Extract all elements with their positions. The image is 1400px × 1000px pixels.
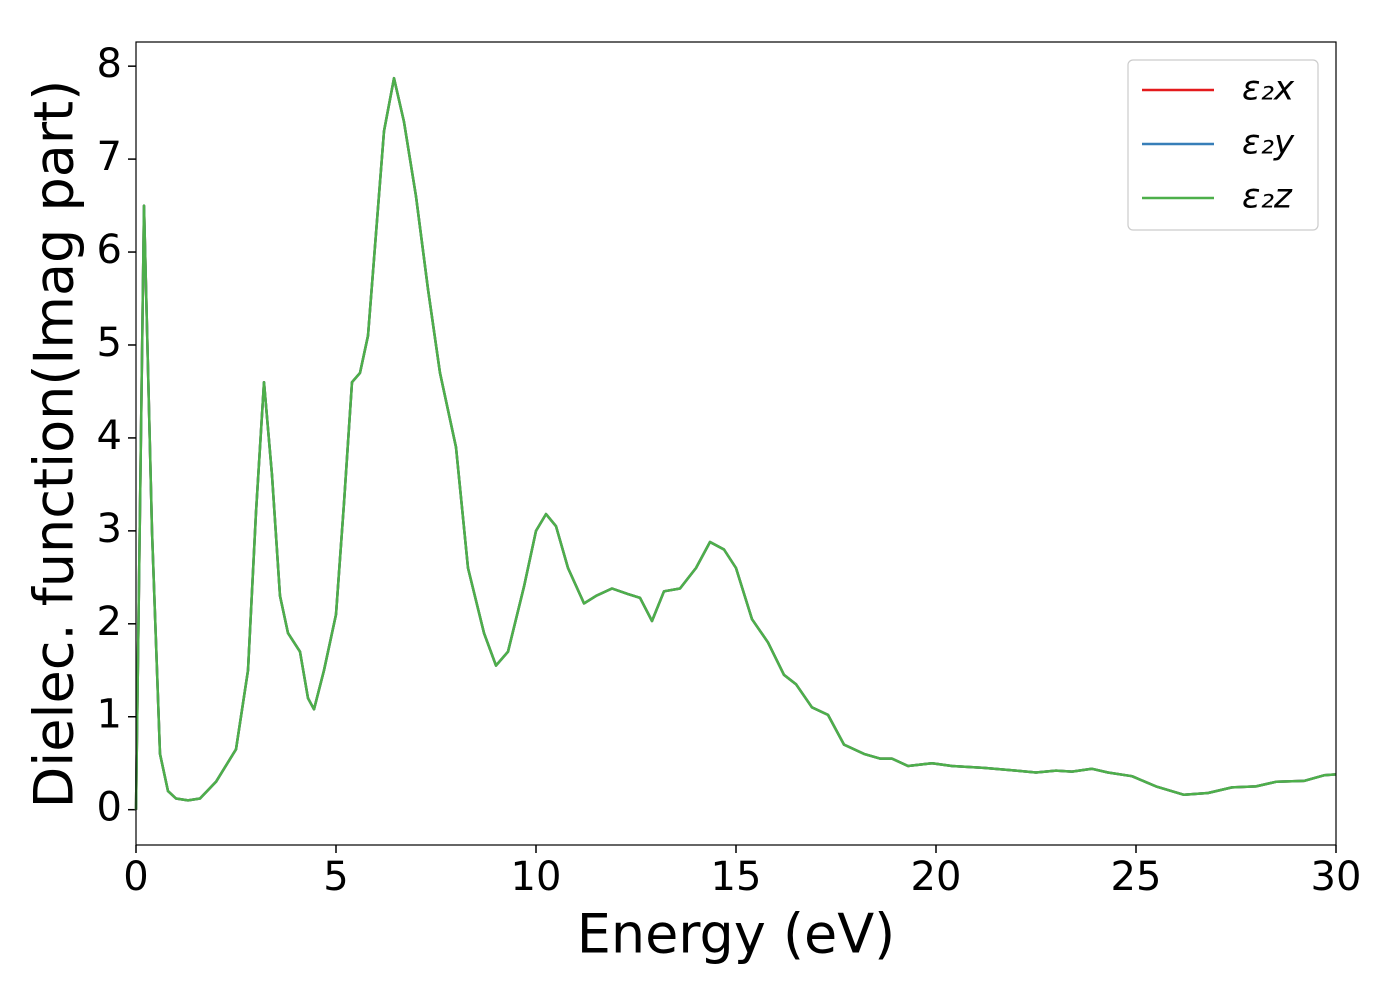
x-tick-label: 20: [911, 854, 962, 900]
series-line: [134, 76, 1337, 810]
legend-label: ε₂x: [1242, 69, 1295, 109]
legend-label: ε₂z: [1242, 177, 1293, 217]
y-tick-label: 8: [97, 41, 122, 87]
y-tick-label: 4: [97, 413, 122, 459]
y-tick-label: 1: [97, 692, 122, 738]
y-axis-label: Dielec. function(Imag part): [23, 80, 86, 809]
y-tick-label: 5: [97, 320, 122, 366]
x-axis-label: Energy (eV): [577, 903, 896, 966]
y-tick-label: 7: [97, 134, 122, 180]
y-tick-label: 0: [97, 785, 122, 831]
x-tick-label: 30: [1311, 854, 1362, 900]
y-tick-label: 6: [97, 227, 122, 273]
x-tick-label: 25: [1111, 854, 1162, 900]
x-tick-label: 10: [511, 854, 562, 900]
legend-label: ε₂y: [1242, 123, 1295, 163]
y-tick-label: 3: [97, 506, 122, 552]
x-tick-label: 15: [711, 854, 762, 900]
x-tick-label: 5: [323, 854, 348, 900]
plot-frame: [135, 41, 1337, 846]
y-tick-label: 2: [97, 599, 122, 645]
legend-box: [1127, 59, 1319, 231]
x-tick-label: 0: [123, 854, 148, 900]
